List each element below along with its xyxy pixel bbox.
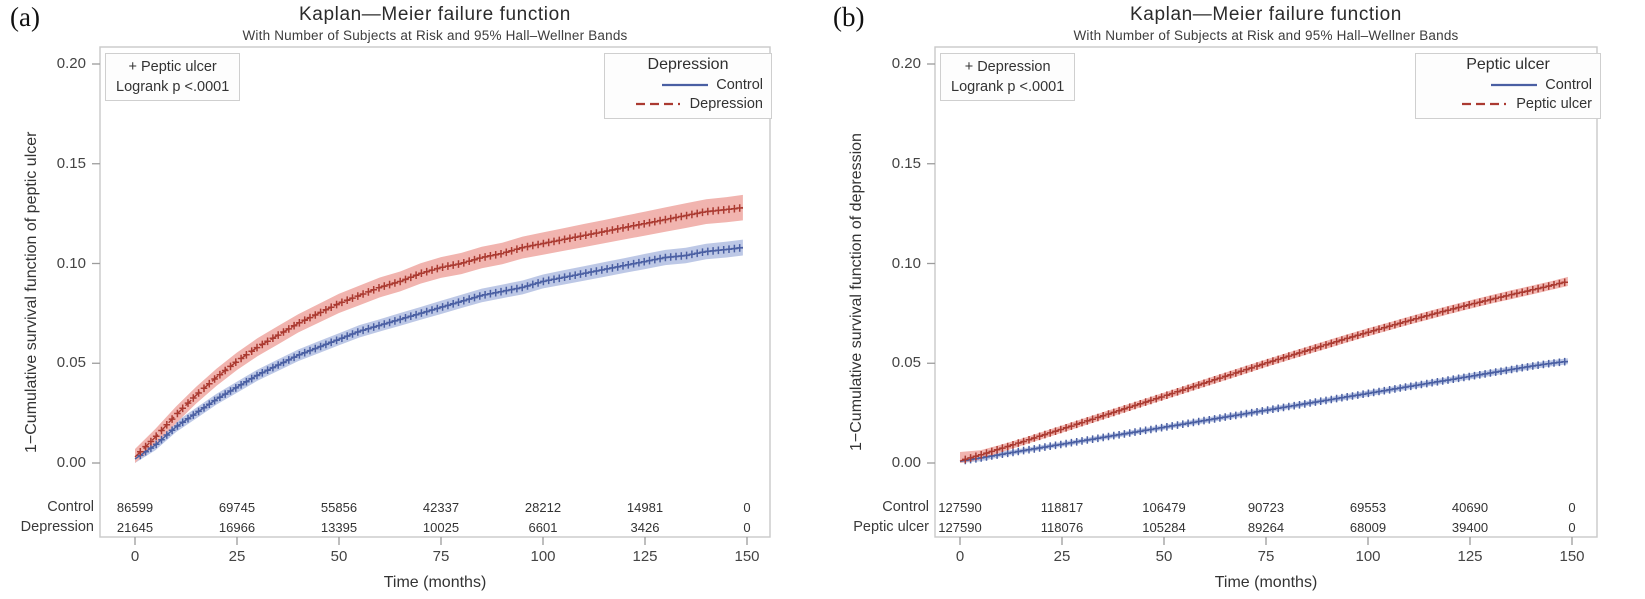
at-risk-count: 10025: [422, 520, 460, 535]
legend-b: Peptic ulcer Control Peptic ulcer: [1415, 53, 1601, 119]
y-tick-label: 0.05: [891, 354, 921, 372]
x-tick-label: 150: [734, 548, 760, 565]
x-tick-label: 0: [130, 548, 140, 565]
logrank-note-b: Logrank p <.0001: [951, 79, 1065, 95]
x-tick-label: 125: [1457, 548, 1483, 565]
annotation-box-a: + Peptic ulcer Logrank p <.0001: [105, 53, 241, 101]
case-confidence-band: [135, 194, 743, 463]
x-tick-label: 25: [1053, 548, 1071, 565]
legend-label: Depression: [689, 95, 763, 112]
y-tick-label: 0.20: [891, 55, 921, 72]
at-risk-count: 13395: [320, 520, 358, 535]
at-risk-count: 68009: [1349, 520, 1387, 535]
at-risk-count: 0: [743, 500, 751, 515]
x-tick-label: 0: [955, 548, 965, 565]
y-tick-label: 0.15: [56, 154, 86, 172]
legend-item-control-a: Control: [613, 75, 763, 94]
plot-frame: [99, 46, 771, 538]
at-risk-count: 118817: [1040, 500, 1084, 515]
at-risk-count: 127590: [938, 500, 982, 515]
at-risk-count: 0: [743, 520, 751, 535]
control-line-swatch-icon: [662, 83, 709, 86]
case-censor-marks: [137, 204, 743, 456]
at-risk-count: 28212: [524, 500, 562, 515]
case-line-swatch-icon: [1462, 102, 1509, 105]
x-axis-label-a: Time (months): [383, 574, 487, 591]
at-risk-count: 0: [1568, 500, 1576, 515]
at-risk-count: 86599: [116, 500, 154, 515]
x-tick-label: 150: [1559, 548, 1585, 565]
at-risk-count: 14981: [626, 500, 664, 515]
y-tick-label: 0.15: [891, 154, 921, 172]
censor-marker-note-a: + Peptic ulcer: [128, 59, 217, 75]
legend-title-a: Depression: [647, 56, 729, 73]
x-tick-label: 100: [530, 548, 556, 565]
case-survival-curve: [134, 206, 743, 458]
at-risk-count: 3426: [630, 520, 660, 535]
x-tick-label: 100: [1355, 548, 1381, 565]
y-tick-label: 0.20: [56, 55, 86, 72]
control-confidence-band: [135, 239, 743, 463]
y-tick-label: 0.10: [891, 254, 921, 272]
legend-label: Control: [716, 76, 763, 93]
at-risk-count: 118076: [1040, 520, 1084, 535]
y-tick-label: 0.10: [56, 254, 86, 272]
logrank-note-a: Logrank p <.0001: [116, 79, 230, 95]
chart-subtitle-a: With Number of Subjects at Risk and 95% …: [242, 28, 628, 43]
chart-title-b: Kaplan—Meier failure function: [1130, 4, 1402, 25]
at-risk-count: 90723: [1247, 500, 1285, 515]
x-tick-label: 50: [330, 548, 348, 565]
at-risk-count: 55856: [320, 500, 358, 515]
control-survival-curve: [134, 246, 743, 460]
legend-label: Peptic ulcer: [1516, 95, 1592, 112]
at-risk-row-label: Peptic ulcer: [853, 519, 929, 535]
censor-marker-note-b: + Depression: [964, 59, 1051, 75]
control-line-swatch-icon: [1491, 83, 1538, 86]
x-axis-label-b: Time (months): [1214, 574, 1318, 591]
at-risk-count: 40690: [1451, 500, 1489, 515]
y-tick-label: 0.05: [56, 354, 86, 372]
chart-subtitle-b: With Number of Subjects at Risk and 95% …: [1073, 28, 1459, 43]
at-risk-count: 39400: [1451, 520, 1489, 535]
y-axis-label-b: 1−Cumulative survival function of depres…: [848, 133, 865, 451]
panel-label-a: (a): [10, 2, 40, 32]
at-risk-row-label: Depression: [20, 519, 94, 535]
annotation-box-b: + Depression Logrank p <.0001: [940, 53, 1076, 101]
x-tick-label: 25: [228, 548, 246, 565]
at-risk-count: 16966: [218, 520, 256, 535]
x-tick-label: 75: [1257, 548, 1275, 565]
at-risk-row-label: Control: [882, 499, 929, 515]
at-risk-count: 0: [1568, 520, 1576, 535]
x-tick-label: 50: [1155, 548, 1173, 565]
x-tick-label: 75: [432, 548, 450, 565]
case-censor-marks: [962, 278, 1568, 464]
plot-frame: [934, 46, 1598, 538]
panel-label-b: (b): [833, 2, 865, 32]
at-risk-count: 69553: [1349, 500, 1387, 515]
y-tick-label: 0.00: [891, 454, 921, 471]
legend-item-control-b: Control: [1424, 75, 1592, 94]
case-confidence-band: [960, 276, 1568, 463]
at-risk-count: 106479: [1142, 500, 1186, 515]
legend-a: Depression Control Depression: [604, 53, 772, 119]
at-risk-count: 105284: [1142, 520, 1186, 535]
at-risk-count: 69745: [218, 500, 256, 515]
chart-title-a: Kaplan—Meier failure function: [299, 4, 571, 25]
legend-title-b: Peptic ulcer: [1466, 56, 1550, 73]
at-risk-count: 127590: [938, 520, 982, 535]
y-tick-label: 0.00: [56, 454, 86, 471]
at-risk-count: 6601: [528, 520, 558, 535]
at-risk-count: 89264: [1247, 520, 1285, 535]
at-risk-count: 21645: [116, 520, 154, 535]
at-risk-count: 42337: [422, 500, 460, 515]
legend-label: Control: [1545, 76, 1592, 93]
case-line-swatch-icon: [635, 102, 682, 105]
legend-item-case-b: Peptic ulcer: [1424, 94, 1592, 113]
legend-item-case-a: Depression: [613, 94, 763, 113]
x-tick-label: 125: [632, 548, 658, 565]
at-risk-row-label: Control: [47, 499, 94, 515]
